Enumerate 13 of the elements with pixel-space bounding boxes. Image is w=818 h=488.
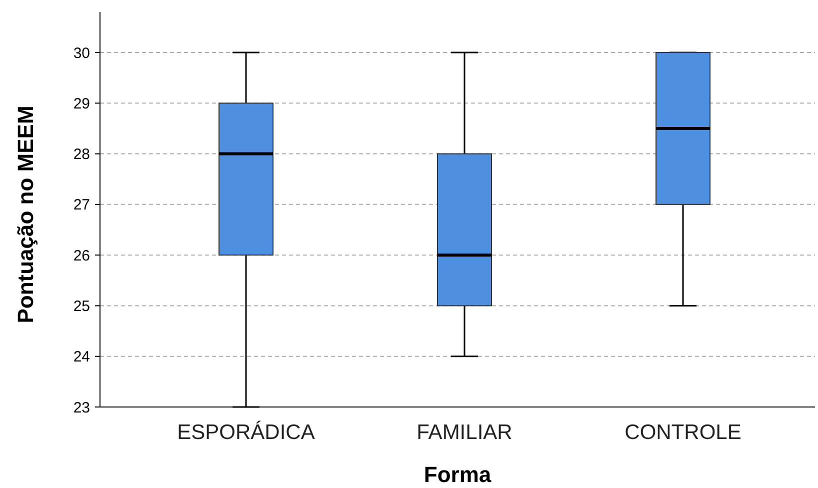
y-axis-title: Pontuação no MEEM: [13, 106, 38, 324]
y-tick-label: 28: [73, 146, 90, 164]
x-tick-label: ESPORÁDICA: [177, 420, 315, 444]
y-tick-label: 30: [73, 44, 90, 62]
y-tick-label: 27: [73, 196, 90, 214]
x-axis-title: Forma: [424, 462, 492, 487]
x-tick-label: FAMILIAR: [416, 421, 512, 444]
y-tick-label: 29: [73, 95, 90, 112]
x-tick-label: CONTROLE: [624, 421, 742, 444]
y-tick-label: 23: [73, 399, 90, 416]
y-tick-label: 25: [73, 298, 90, 315]
y-tick-label: 24: [73, 348, 90, 366]
y-tick-label: 26: [73, 247, 90, 264]
